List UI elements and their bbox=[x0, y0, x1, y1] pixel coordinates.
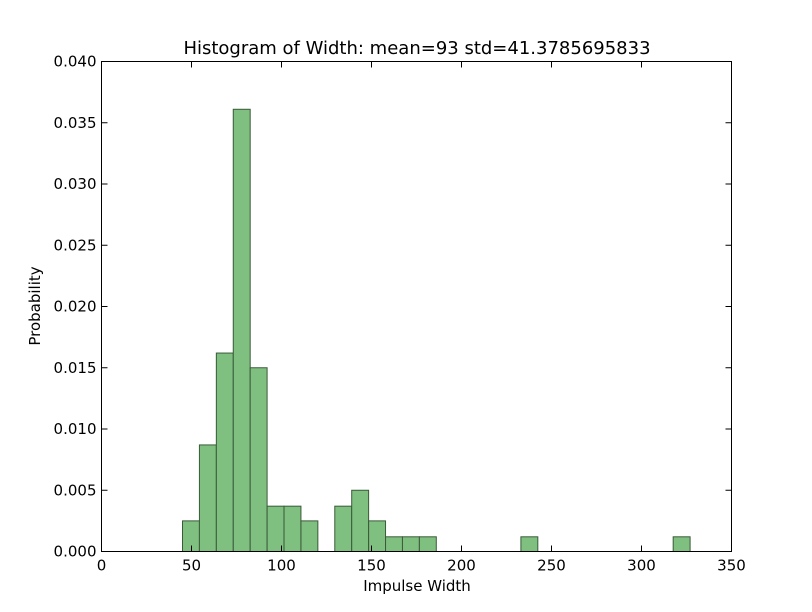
y-tick-label-5: 0.025 bbox=[54, 236, 97, 254]
y-tick-label-7: 0.035 bbox=[54, 114, 97, 132]
histogram-bar-15 bbox=[672, 536, 691, 552]
x-tick-label-0: 0 bbox=[97, 557, 107, 575]
histogram-bar-11 bbox=[385, 536, 403, 552]
x-tick-label-4: 200 bbox=[447, 557, 476, 575]
chart-title: Histogram of Width: mean=93 std=41.37856… bbox=[183, 38, 650, 59]
x-tick-label-5: 250 bbox=[537, 557, 566, 575]
histogram-bar-7 bbox=[300, 520, 319, 552]
histogram-bar-5 bbox=[266, 505, 285, 552]
y-tick-label-6: 0.030 bbox=[54, 175, 97, 193]
histogram-bar-14 bbox=[520, 536, 539, 552]
y-tick-label-0: 0.000 bbox=[54, 543, 97, 561]
x-tick-label-3: 150 bbox=[357, 557, 386, 575]
y-axis-label: Probability bbox=[26, 266, 44, 345]
ticks-group: 0 50 100 150 200 250 300 350 0.000 0.005 0.010 0.01… bbox=[54, 53, 746, 575]
x-tick-label-6: 300 bbox=[627, 557, 656, 575]
x-tick-label-1: 50 bbox=[182, 557, 201, 575]
x-tick-label-7: 350 bbox=[717, 557, 746, 575]
y-tick-label-8: 0.040 bbox=[54, 53, 97, 71]
histogram-bar-2 bbox=[215, 352, 234, 552]
y-tick-label-3: 0.015 bbox=[54, 359, 97, 377]
y-tick-label-4: 0.020 bbox=[54, 298, 97, 316]
histogram-bar-1 bbox=[198, 444, 217, 552]
y-tick-label-1: 0.005 bbox=[54, 481, 97, 499]
histogram-bar-0 bbox=[182, 520, 200, 552]
histogram-bar-9 bbox=[351, 489, 370, 552]
x-tick-label-2: 100 bbox=[267, 557, 296, 575]
x-axis-label: Impulse Width bbox=[363, 577, 471, 595]
histogram-bar-4 bbox=[249, 367, 268, 552]
histogram-bar-13 bbox=[418, 536, 437, 552]
plot-frame bbox=[101, 61, 732, 552]
histogram-bar-3 bbox=[232, 108, 251, 553]
bars-group bbox=[182, 108, 691, 553]
histogram-bar-6 bbox=[283, 505, 302, 552]
y-tick-label-2: 0.010 bbox=[54, 420, 97, 438]
histogram-bar-12 bbox=[401, 536, 420, 552]
histogram-bar-8 bbox=[334, 505, 353, 552]
